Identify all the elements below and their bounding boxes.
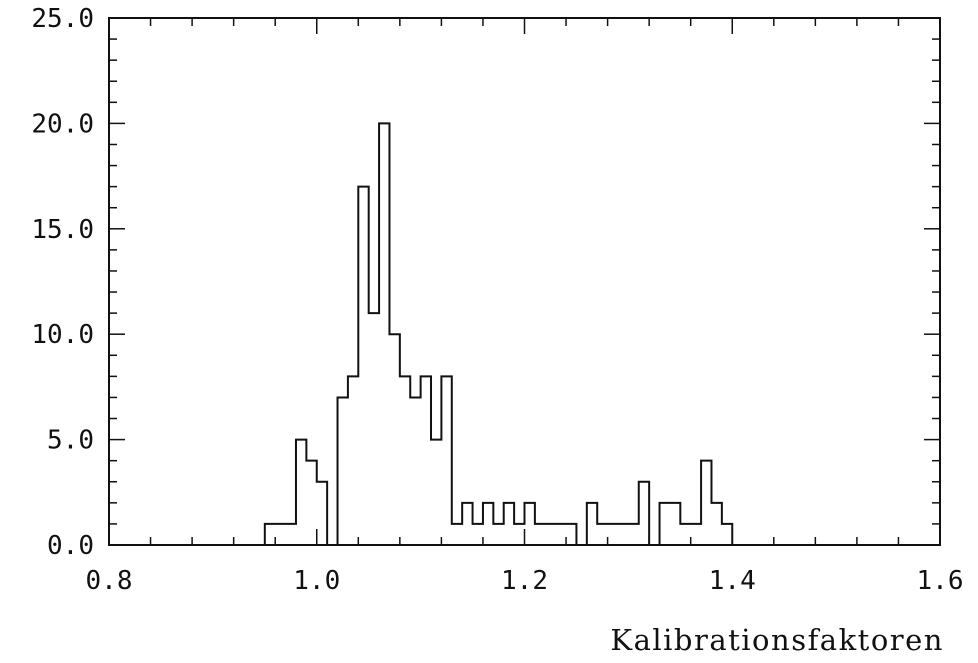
histogram-bin [265, 524, 275, 545]
histogram-bin [597, 524, 607, 545]
y-tick-label: 0.0 [47, 531, 94, 561]
histogram-bin [296, 440, 306, 545]
histogram-bin [483, 503, 493, 545]
histogram-bin [358, 187, 368, 545]
histogram-bin [535, 524, 545, 545]
histogram-bin [566, 524, 576, 545]
histogram-bin [618, 524, 628, 545]
histogram-bin [556, 524, 566, 545]
histogram-bin [701, 461, 711, 545]
histogram-bin [421, 376, 431, 545]
histogram-bin [545, 524, 555, 545]
y-tick-label: 5.0 [47, 426, 94, 456]
histogram-bin [711, 503, 721, 545]
histogram-bin [608, 524, 618, 545]
histogram-bin [431, 440, 441, 545]
histogram-bin [722, 524, 732, 545]
histogram-bin [348, 376, 358, 545]
histogram-bin [441, 376, 451, 545]
x-tick-label: 0.8 [86, 566, 133, 596]
x-tick-label: 1.6 [917, 566, 964, 596]
histogram-outline [265, 123, 732, 545]
histogram-bin [493, 524, 503, 545]
histogram-bin [525, 503, 535, 545]
histogram-bin [514, 524, 524, 545]
histogram-bin [286, 524, 296, 545]
histogram-bin [317, 482, 327, 545]
histogram-bin [389, 334, 399, 545]
histogram-bin [462, 503, 472, 545]
histogram-bin [504, 503, 514, 545]
y-tick-label: 25.0 [31, 4, 94, 34]
x-tick-label: 1.0 [293, 566, 340, 596]
histogram-bin [306, 461, 316, 545]
y-tick-labels: 0.0 5.0 10.0 15.0 20.0 25.0 [31, 4, 94, 561]
histogram-bin [473, 524, 483, 545]
y-tick-label: 15.0 [31, 215, 94, 245]
histogram-bin [275, 524, 285, 545]
y-tick-label: 10.0 [31, 320, 94, 350]
histogram-bars [265, 123, 732, 545]
histogram-bin [369, 313, 379, 545]
histogram-bin [691, 524, 701, 545]
x-tick-label: 1.2 [501, 566, 548, 596]
histogram-bin [628, 524, 638, 545]
histogram-bin [410, 397, 420, 545]
histogram-bin [670, 503, 680, 545]
histogram-bin [338, 397, 348, 545]
x-tick-labels: 0.8 1.0 1.2 1.4 1.6 [86, 566, 964, 596]
histogram-bin [452, 524, 462, 545]
axis-ticks [109, 18, 940, 545]
x-tick-label: 1.4 [709, 566, 756, 596]
histogram-bin [587, 503, 597, 545]
plot-frame [109, 18, 940, 545]
histogram-bin [660, 503, 670, 545]
x-axis-title: Kalibrationsfaktoren [610, 623, 944, 657]
histogram-bin [400, 376, 410, 545]
histogram-bin [639, 482, 649, 545]
y-tick-label: 20.0 [31, 109, 94, 139]
histogram-bin [680, 524, 690, 545]
histogram-bin [379, 123, 389, 545]
